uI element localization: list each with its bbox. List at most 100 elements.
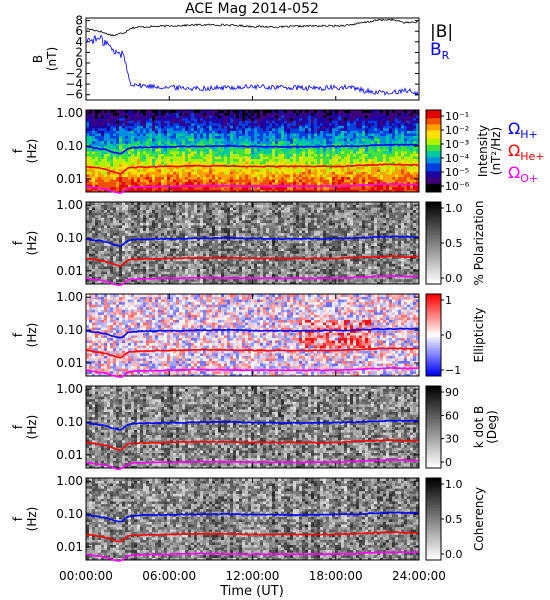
spectrogram-cell xyxy=(323,120,327,124)
spectrogram-cell xyxy=(374,184,378,188)
spectrogram-cell xyxy=(311,171,315,175)
spectrogram-cell xyxy=(128,243,132,246)
spectrogram-cell xyxy=(230,174,234,178)
spectrogram-cell xyxy=(374,138,378,142)
spectrogram-cell xyxy=(146,184,150,188)
spectrogram-cell xyxy=(215,156,219,160)
spectrogram-cell xyxy=(290,143,294,147)
spectrogram-cell xyxy=(113,240,117,244)
spectrogram-cell xyxy=(86,184,90,188)
spectrogram-cell xyxy=(230,158,234,162)
spectrogram-cell xyxy=(167,174,171,178)
spectrogram-cell xyxy=(101,140,105,144)
spectrogram-cell xyxy=(95,125,99,129)
spectrogram-cell xyxy=(137,130,141,134)
spectrogram-cell xyxy=(218,130,222,134)
spectrogram-cell xyxy=(197,115,201,119)
spectrogram-cell xyxy=(221,156,225,160)
spectrogram-cell xyxy=(221,179,225,183)
spectrogram-cell xyxy=(245,163,249,167)
spectrogram-cell xyxy=(386,127,390,131)
spectrogram-cell xyxy=(137,161,141,165)
spectrogram-cell xyxy=(209,273,213,277)
spectrogram-cell xyxy=(155,181,159,185)
spectrogram-cell xyxy=(254,138,258,142)
spectrogram-cell xyxy=(164,219,168,223)
spectrogram-cell xyxy=(203,240,207,244)
colorbar-label: Intensity (nT²/Hz) xyxy=(476,125,503,177)
spectrogram-cell xyxy=(128,276,132,280)
spectrogram-cell xyxy=(131,143,135,147)
spectrogram-cell xyxy=(185,235,189,239)
spectrogram-cell xyxy=(170,258,174,262)
spectrogram-cell xyxy=(140,174,144,178)
spectrogram-cell xyxy=(86,240,90,244)
spectrogram-cell xyxy=(374,117,378,121)
spectrogram-cell xyxy=(269,110,273,113)
spectrogram-cell xyxy=(185,202,189,205)
spectrogram-cell xyxy=(92,171,96,175)
spectrogram-cell xyxy=(116,204,120,208)
spectrogram-cell xyxy=(332,140,336,144)
spectrogram-cell xyxy=(98,212,102,216)
spectrogram-cell xyxy=(194,122,198,126)
spectrogram-cell xyxy=(122,237,126,241)
spectrogram-cell xyxy=(350,161,354,165)
spectrogram-cell xyxy=(149,204,153,208)
spectrogram-cell xyxy=(113,219,117,223)
spectrogram-cell xyxy=(218,179,222,183)
spectrogram-cell xyxy=(122,148,126,152)
spectrogram-cell xyxy=(173,266,177,270)
spectrogram-cell xyxy=(128,212,132,216)
spectrogram-cell xyxy=(212,145,216,149)
spectrogram-cell xyxy=(182,240,186,244)
spectrogram-cell xyxy=(197,171,201,175)
spectrogram-cell xyxy=(134,276,138,280)
spectrogram-cell xyxy=(395,184,399,188)
spectrogram-cell xyxy=(410,122,414,126)
spectrogram-cell xyxy=(167,168,171,172)
spectrogram-cell xyxy=(194,209,198,213)
spectrogram-cell xyxy=(290,186,294,190)
spectrogram-cell xyxy=(122,153,126,157)
spectrogram-cell xyxy=(143,240,147,244)
spectrogram-cell xyxy=(344,143,348,147)
spectrogram-cell xyxy=(128,174,132,178)
spectrogram-cell xyxy=(362,166,366,170)
spectrogram-cell xyxy=(311,138,315,142)
spectrogram-cell xyxy=(125,243,129,246)
spectrogram-cell xyxy=(317,127,321,131)
spectrogram-cell xyxy=(356,135,360,139)
spectrogram-cell xyxy=(167,176,171,180)
spectrogram-cell xyxy=(125,260,129,264)
spectrogram-cell xyxy=(101,138,105,142)
spectrogram-cell xyxy=(137,276,141,280)
spectrogram-cell xyxy=(359,168,363,172)
spectrogram-cell xyxy=(122,145,126,149)
spectrogram-cell xyxy=(197,260,201,264)
spectrogram-cell xyxy=(224,138,228,142)
spectrogram-cell xyxy=(236,168,240,172)
spectrogram-cell xyxy=(206,271,210,275)
spectrogram-cell xyxy=(200,189,204,193)
spectrogram-cell xyxy=(101,250,105,254)
spectrogram-cell xyxy=(113,127,117,131)
spectrogram-cell xyxy=(203,278,207,282)
spectrogram-cell xyxy=(167,227,171,231)
spectrogram-cell xyxy=(206,240,210,244)
spectrogram-cell xyxy=(119,204,123,208)
spectrogram-cell xyxy=(116,168,120,172)
spectrogram-cell xyxy=(119,268,123,272)
spectrogram-cell xyxy=(278,168,282,172)
spectrogram-cell xyxy=(149,248,153,252)
spectrogram-cell xyxy=(263,110,267,113)
spectrogram-cell xyxy=(323,176,327,180)
spectrogram-cell xyxy=(134,120,138,124)
spectrogram-cell xyxy=(104,204,108,208)
spectrogram-cell xyxy=(221,125,225,129)
spectrogram-cell xyxy=(272,138,276,142)
spectrogram-cell xyxy=(173,140,177,144)
spectrogram-cell xyxy=(161,189,165,193)
spectrogram-cell xyxy=(341,153,345,157)
spectrogram-cell xyxy=(398,189,402,193)
